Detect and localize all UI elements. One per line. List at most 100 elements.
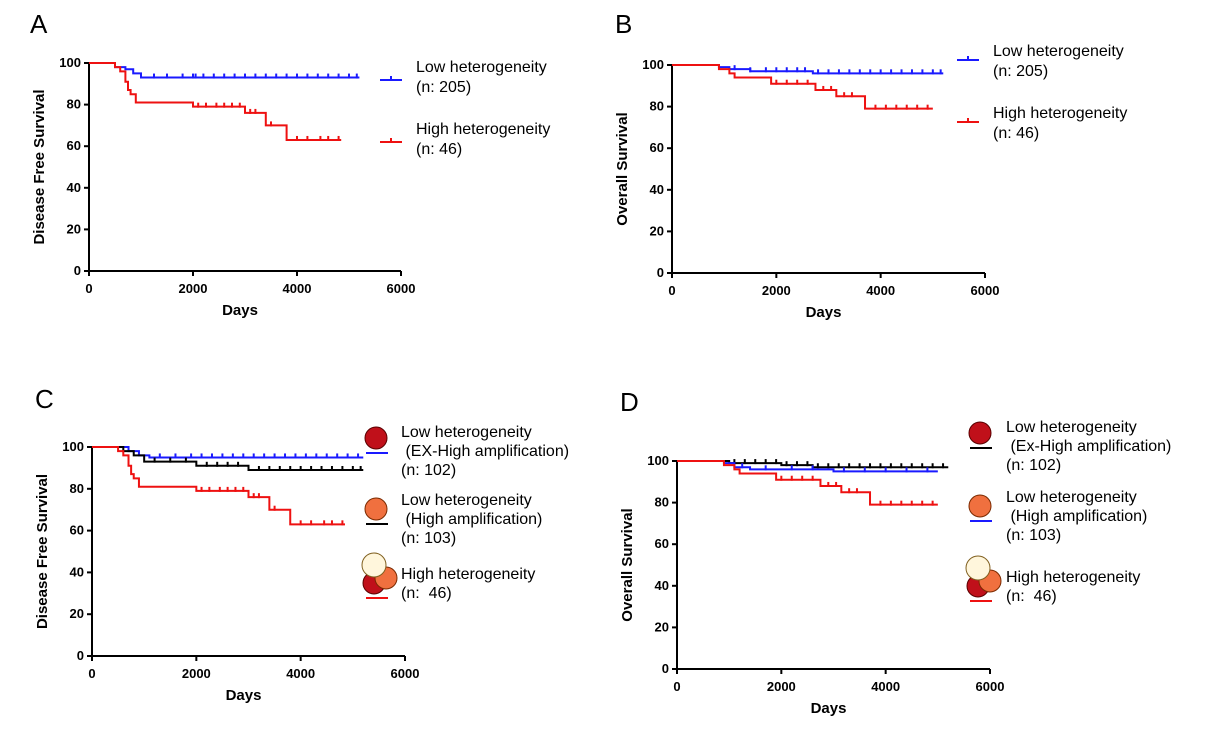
legend: Low heterogeneity (Ex-High amplification… bbox=[965, 419, 1171, 605]
survival-curve bbox=[672, 64, 944, 75]
y-tick-label: 0 bbox=[77, 648, 84, 663]
legend-label: (n: 102) bbox=[401, 462, 456, 479]
y-tick-label: 40 bbox=[650, 182, 664, 197]
legend-label: High heterogeneity bbox=[416, 121, 550, 138]
series-low-heterogeneity-high-amplification- bbox=[92, 446, 364, 471]
y-tick-label: 100 bbox=[642, 57, 664, 72]
x-tick-label: 4000 bbox=[286, 666, 315, 681]
legend-label: High heterogeneity bbox=[993, 105, 1127, 122]
legend-bubble-icon bbox=[965, 555, 991, 581]
legend-label: Low heterogeneity bbox=[401, 424, 532, 441]
y-tick-label: 100 bbox=[59, 55, 81, 70]
y-tick-label: 40 bbox=[70, 564, 84, 579]
y-axis-title: Overall Survival bbox=[619, 508, 636, 621]
legend: Low heterogeneity (n: 205) High heterogene… bbox=[957, 43, 1127, 142]
survival-curve bbox=[92, 446, 346, 526]
panel-label: B bbox=[615, 9, 632, 39]
panel-b: B 0 20 40 60 80 100 0 2000 4000 6000 Days Overall Su… bbox=[614, 9, 1127, 321]
x-axis-title: Days bbox=[811, 700, 847, 717]
y-tick-label: 80 bbox=[67, 97, 81, 112]
series-high-heterogeneity bbox=[89, 62, 342, 141]
legend-label: (n: 103) bbox=[1006, 527, 1061, 544]
legend-label: Low heterogeneity bbox=[993, 43, 1124, 60]
x-tick-label: 6000 bbox=[976, 679, 1005, 694]
y-tick-label: 60 bbox=[655, 536, 669, 551]
legend-label: (n: 102) bbox=[1006, 457, 1061, 474]
legend-label: Low heterogeneity bbox=[401, 492, 532, 509]
x-tick-label: 0 bbox=[668, 283, 675, 298]
legend-n: (n: 46) bbox=[993, 125, 1039, 142]
y-tick-label: 20 bbox=[70, 606, 84, 621]
x-axis-title: Days bbox=[806, 304, 842, 321]
y-tick-label: 60 bbox=[70, 523, 84, 538]
series-high-heterogeneity bbox=[92, 446, 346, 526]
x-tick-label: 2000 bbox=[767, 679, 796, 694]
series-low-heterogeneity bbox=[89, 62, 360, 79]
y-tick-label: 0 bbox=[74, 263, 81, 278]
x-tick-label: 2000 bbox=[179, 281, 208, 296]
legend-n: (n: 46) bbox=[416, 141, 462, 158]
x-tick-label: 6000 bbox=[387, 281, 416, 296]
y-tick-label: 80 bbox=[650, 99, 664, 114]
survival-curve bbox=[89, 62, 342, 141]
legend-bubble-icon bbox=[968, 494, 992, 518]
legend: Low heterogeneity (EX-High amplification… bbox=[361, 424, 569, 602]
x-tick-label: 6000 bbox=[971, 283, 1000, 298]
survival-curve bbox=[677, 460, 938, 506]
y-tick-label: 20 bbox=[655, 619, 669, 634]
y-tick-label: 40 bbox=[655, 578, 669, 593]
legend-n: (n: 205) bbox=[416, 79, 471, 96]
survival-curve bbox=[92, 446, 364, 459]
y-tick-label: 80 bbox=[70, 481, 84, 496]
legend-label: (EX-High amplification) bbox=[401, 443, 569, 460]
x-tick-label: 4000 bbox=[283, 281, 312, 296]
legend-n: (n: 205) bbox=[993, 63, 1048, 80]
panel-label: D bbox=[620, 387, 639, 417]
series-low-heterogeneity-ex-high-amplification- bbox=[92, 446, 364, 459]
x-tick-label: 0 bbox=[85, 281, 92, 296]
legend-label: (High amplification) bbox=[401, 511, 542, 528]
x-tick-label: 4000 bbox=[866, 283, 895, 298]
x-axis-title: Days bbox=[222, 302, 258, 319]
legend: Low heterogeneity (n: 205) High heterogene… bbox=[380, 59, 550, 158]
x-axis-title: Days bbox=[226, 687, 262, 704]
legend-bubble-icon bbox=[968, 421, 992, 445]
series-low-heterogeneity bbox=[672, 64, 944, 75]
panel-a: A 0 20 40 60 80 100 0 2000 4000 6000 Days Disease Fr… bbox=[30, 9, 550, 319]
x-tick-label: 2000 bbox=[182, 666, 211, 681]
x-tick-label: 4000 bbox=[871, 679, 900, 694]
panel-c: C 0 20 40 60 80 100 0 2000 4000 6000 Days Disease Fr… bbox=[34, 384, 569, 704]
x-tick-label: 0 bbox=[673, 679, 680, 694]
y-axis-title: Overall Survival bbox=[614, 112, 631, 225]
y-tick-label: 20 bbox=[650, 223, 664, 238]
x-tick-label: 2000 bbox=[762, 283, 791, 298]
y-tick-label: 80 bbox=[655, 495, 669, 510]
survival-curve bbox=[92, 446, 364, 471]
legend-label: (High amplification) bbox=[1006, 508, 1147, 525]
legend-label: Low heterogeneity bbox=[1006, 419, 1137, 436]
legend-label: Low heterogeneity bbox=[1006, 489, 1137, 506]
series-high-heterogeneity bbox=[677, 460, 938, 506]
legend-label: Low heterogeneity bbox=[416, 59, 547, 76]
y-tick-label: 60 bbox=[67, 138, 81, 153]
survival-curve bbox=[672, 64, 933, 110]
legend-label: (Ex-High amplification) bbox=[1006, 438, 1171, 455]
legend-bubble-icon bbox=[361, 552, 387, 578]
panel-label: A bbox=[30, 9, 48, 39]
y-tick-label: 100 bbox=[62, 439, 84, 454]
y-tick-label: 0 bbox=[657, 265, 664, 280]
panel-d: D 0 20 40 60 80 100 0 2000 4000 6000 Days Overall Su… bbox=[619, 387, 1171, 717]
legend-bubble-icon bbox=[364, 426, 388, 450]
y-tick-label: 0 bbox=[662, 661, 669, 676]
legend-label: (n: 103) bbox=[401, 530, 456, 547]
legend-label: (n: 46) bbox=[401, 585, 452, 602]
series-high-heterogeneity bbox=[672, 64, 933, 110]
panel-label: C bbox=[35, 384, 54, 414]
y-tick-label: 60 bbox=[650, 140, 664, 155]
legend-label: (n: 46) bbox=[1006, 588, 1057, 605]
y-axis-title: Disease Free Survival bbox=[31, 89, 48, 244]
x-tick-label: 0 bbox=[88, 666, 95, 681]
legend-label: High heterogeneity bbox=[401, 566, 535, 583]
legend-bubble-icon bbox=[364, 497, 388, 521]
